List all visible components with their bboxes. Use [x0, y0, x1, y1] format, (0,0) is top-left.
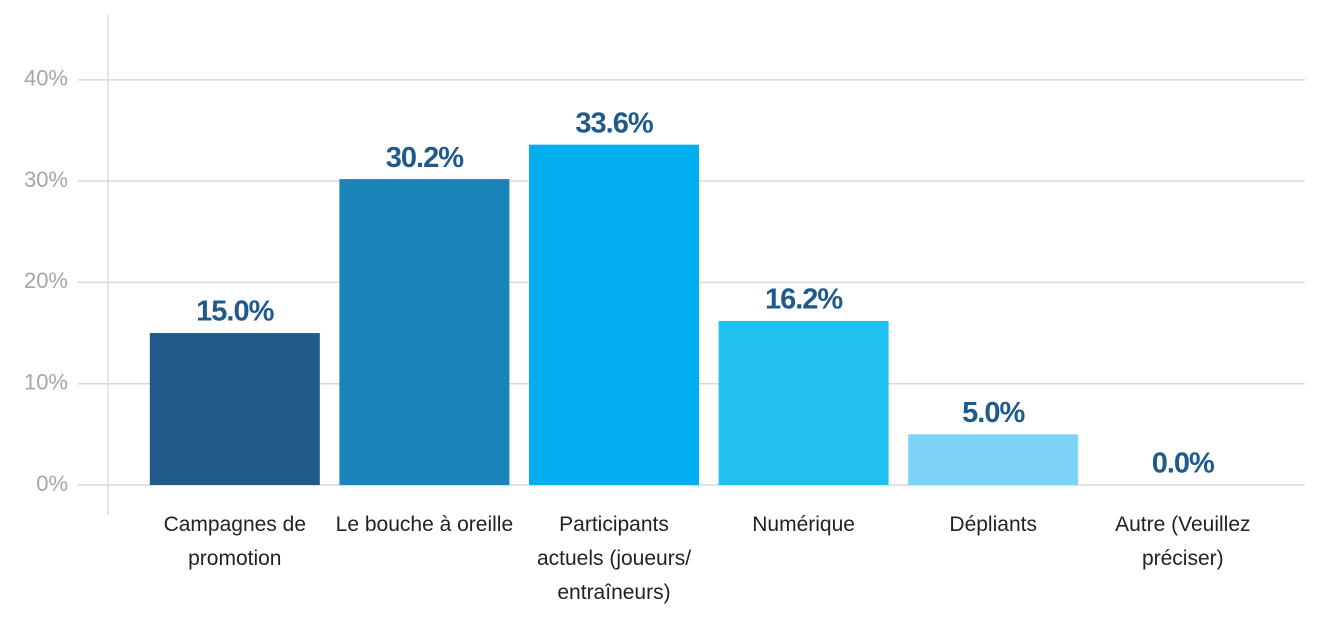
bar: [529, 144, 699, 486]
value-label: 16.2%: [765, 284, 843, 316]
y-tick-label: 10%: [24, 370, 68, 395]
bar: [339, 179, 510, 485]
x-tick-label: Le bouche à oreille: [335, 513, 514, 536]
x-tick-label: Participants actuels (joueurs/ entraîneu…: [536, 513, 692, 604]
x-tick-label: Dépliants: [949, 513, 1037, 536]
y-tick-label: 40%: [24, 66, 68, 91]
bar: [908, 434, 1079, 485]
value-label: 33.6%: [575, 107, 653, 139]
y-tick-label: 0%: [36, 471, 68, 496]
value-label: 15.0%: [196, 296, 274, 328]
x-tick-label: Autre (Veuillez préciser): [1115, 513, 1251, 570]
bar: [718, 320, 889, 485]
value-label: 30.2%: [386, 142, 464, 174]
x-tick-label: Campagnes de promotion: [163, 513, 307, 570]
value-label: 5.0%: [962, 397, 1025, 429]
bar: [149, 333, 320, 485]
x-tick-label: Numérique: [752, 513, 855, 536]
value-label: 0.0%: [1152, 448, 1215, 480]
y-tick-label: 30%: [24, 167, 68, 192]
y-tick-label: 20%: [24, 268, 68, 293]
